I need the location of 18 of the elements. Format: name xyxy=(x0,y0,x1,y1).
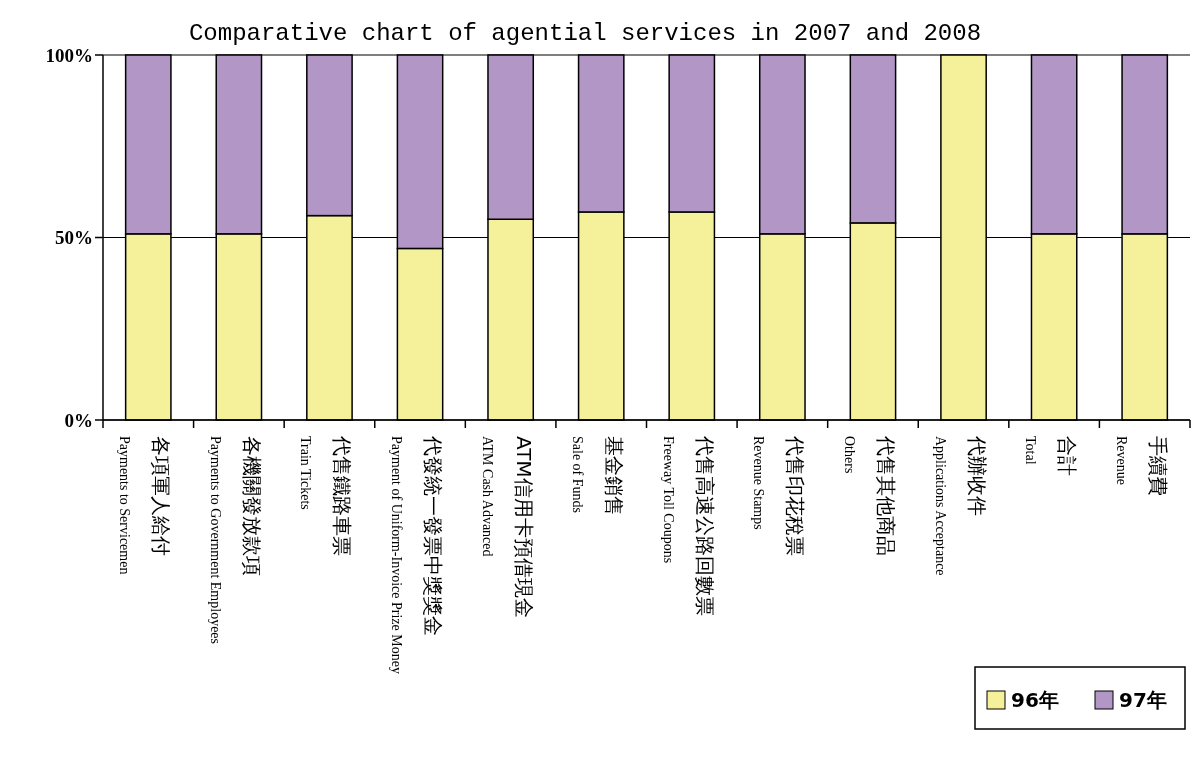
legend-label: 97年 xyxy=(1119,688,1167,712)
x-tick-label: ATM信用卡預借現金 ATM Cash Advanced xyxy=(479,436,536,618)
y-tick-label: 0% xyxy=(64,409,93,431)
x-tick-label: 代發統一發票中獎獎金 Payment of Uniform-Invoice Prize Money xyxy=(389,435,446,674)
x-tick-label: 代售鐵路車票 Train Tickets xyxy=(298,435,355,556)
legend-label: 96年 xyxy=(1011,688,1059,712)
x-tick-label: 代售印花稅票 Revenue Stamps xyxy=(751,435,808,556)
y-tick-label: 50% xyxy=(55,227,93,249)
chart-title: Comparative chart of agential services in 2007 and 2008 xyxy=(188,20,982,47)
x-tick-label: 手續費 Revenue xyxy=(1113,436,1170,496)
x-tick-label: 基金銷售 Sale of Funds xyxy=(570,436,627,516)
x-tick-label: 代售其他商品 Others xyxy=(841,435,898,556)
x-tick-label: 各項軍人給付 Payments to Servicemen xyxy=(117,436,174,575)
x-tick-label: 各機關發放款項 Payments to Government Employees xyxy=(207,436,264,645)
x-tick-label: 合計 Total xyxy=(1023,436,1080,476)
x-tick-label: 代辦收件 Applications Acceptance xyxy=(932,435,989,576)
y-tick-label: 100% xyxy=(45,44,93,66)
x-tick-label: 代售高速公路回數票 Freeway Toll Coupons xyxy=(660,435,717,616)
